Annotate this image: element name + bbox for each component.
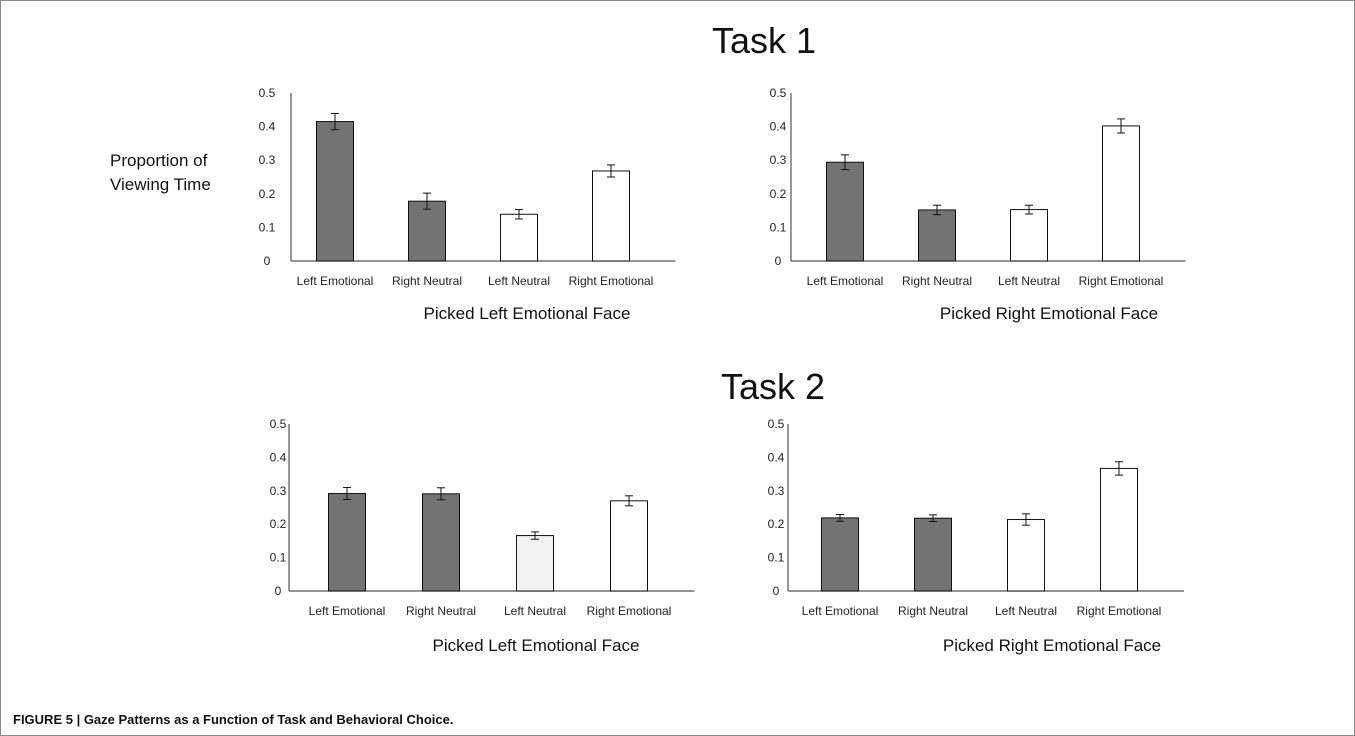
- y-tick-label: 0.4: [770, 120, 787, 134]
- y-tick-label: 0.4: [270, 450, 287, 464]
- y-tick-label: 0.5: [768, 417, 785, 431]
- figure-caption: FIGURE 5 | Gaze Patterns as a Function o…: [13, 712, 454, 727]
- y-tick-label: 0.2: [270, 517, 287, 531]
- chart-task2-left-subtitle: Picked Left Emotional Face: [432, 636, 640, 655]
- y-axis-label: Proportion of Viewing Time: [110, 149, 240, 197]
- category-label: Left Neutral: [504, 604, 566, 618]
- y-tick-label: 0.4: [259, 120, 276, 134]
- bar: [914, 517, 952, 592]
- y-tick-label: 0.2: [770, 187, 787, 201]
- bar: [610, 500, 648, 592]
- bar: [422, 493, 460, 592]
- y-tick-label: 0.3: [259, 153, 276, 167]
- bar: [316, 121, 354, 262]
- category-label: Left Neutral: [488, 274, 550, 288]
- category-label: Left Emotional: [309, 604, 386, 618]
- y-tick-label: 0.5: [270, 417, 287, 431]
- bar: [1007, 519, 1045, 592]
- y-axis-label-line2: Viewing Time: [110, 175, 211, 194]
- bar: [408, 200, 446, 262]
- y-tick-label: 0.3: [768, 484, 785, 498]
- category-label: Left Emotional: [802, 604, 879, 618]
- y-tick-label: 0.1: [768, 551, 785, 565]
- y-tick-label: 0.5: [770, 86, 787, 100]
- bar: [1100, 467, 1138, 592]
- category-label: Right Neutral: [392, 274, 462, 288]
- y-tick-label: 0.4: [768, 450, 785, 464]
- y-tick-label: 0.3: [770, 153, 787, 167]
- task2-title: Task 2: [721, 366, 826, 407]
- bar: [826, 161, 864, 262]
- y-tick-label: 0: [264, 254, 271, 268]
- y-tick-label: 0: [775, 254, 782, 268]
- y-tick-label: 0.1: [270, 551, 287, 565]
- category-label: Left Emotional: [807, 274, 884, 288]
- y-tick-label: 0.5: [259, 86, 276, 100]
- bar: [1010, 209, 1048, 262]
- bar: [500, 213, 538, 262]
- y-tick-label: 0.2: [768, 517, 785, 531]
- y-tick-label: 0: [275, 584, 282, 598]
- y-tick-label: 0: [773, 584, 780, 598]
- task1-title: Task 1: [712, 20, 817, 61]
- y-tick-label: 0.1: [259, 220, 276, 234]
- category-label: Right Emotional: [1079, 274, 1164, 288]
- category-label: Right Neutral: [898, 604, 968, 618]
- category-label: Left Neutral: [995, 604, 1057, 618]
- chart-task1-right-subtitle: Picked Right Emotional Face: [939, 304, 1159, 323]
- bar: [821, 517, 859, 592]
- bar: [516, 535, 554, 592]
- chart-task1-left-subtitle: Picked Left Emotional Face: [423, 304, 631, 323]
- category-label: Left Emotional: [297, 274, 374, 288]
- y-tick-label: 0.2: [259, 187, 276, 201]
- y-tick-label: 0.1: [770, 220, 787, 234]
- bar: [328, 492, 366, 592]
- category-label: Right Emotional: [569, 274, 654, 288]
- chart-task2-right-subtitle: Picked Right Emotional Face: [942, 636, 1162, 655]
- category-label: Right Emotional: [587, 604, 672, 618]
- y-tick-label: 0.3: [270, 484, 287, 498]
- y-axis-label-line1: Proportion of: [110, 151, 208, 170]
- category-label: Right Emotional: [1077, 604, 1162, 618]
- category-label: Right Neutral: [902, 274, 972, 288]
- bar: [918, 209, 956, 262]
- category-label: Left Neutral: [998, 274, 1060, 288]
- category-label: Right Neutral: [406, 604, 476, 618]
